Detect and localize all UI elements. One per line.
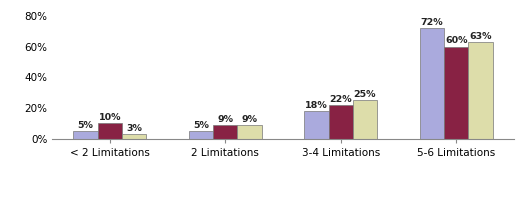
Bar <box>122 134 146 139</box>
Text: 22%: 22% <box>330 95 352 104</box>
Text: 60%: 60% <box>445 36 467 45</box>
Text: 63%: 63% <box>469 32 492 41</box>
Text: 18%: 18% <box>305 101 328 110</box>
Text: 25%: 25% <box>354 90 376 99</box>
Text: 10%: 10% <box>99 113 121 122</box>
Bar <box>189 131 213 139</box>
Bar <box>304 111 329 139</box>
Bar <box>353 100 377 139</box>
Text: 9%: 9% <box>217 115 233 124</box>
Bar <box>73 131 97 139</box>
Bar <box>420 28 444 139</box>
Text: 5%: 5% <box>193 121 209 130</box>
Bar <box>329 105 353 139</box>
Text: 72%: 72% <box>421 18 443 27</box>
Bar <box>444 47 468 139</box>
Bar <box>237 125 261 139</box>
Text: 3%: 3% <box>126 124 142 133</box>
Bar <box>468 42 493 139</box>
Text: 9%: 9% <box>242 115 257 124</box>
Text: 5%: 5% <box>78 121 93 130</box>
Bar <box>97 123 122 139</box>
Bar <box>213 125 237 139</box>
